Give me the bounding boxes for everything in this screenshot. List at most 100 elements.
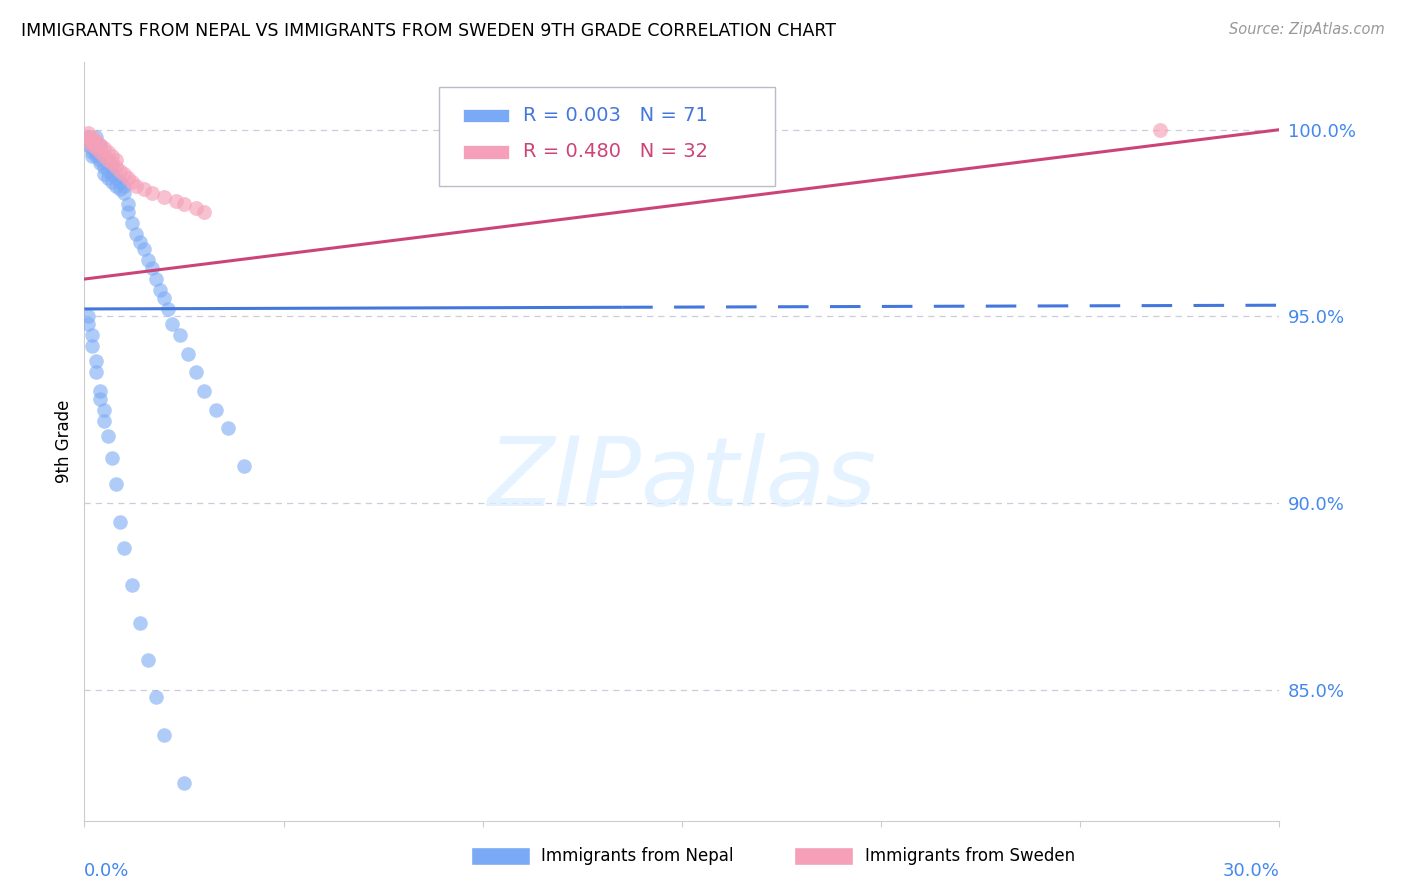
Point [97, 153, 120, 167]
Point [86, 149, 108, 163]
Point [86, 134, 108, 148]
Point [121, 578, 143, 592]
Point [93, 414, 115, 428]
Point [121, 175, 143, 189]
Point [93, 168, 115, 182]
Point [112, 186, 135, 201]
Point [77, 127, 100, 141]
Point [97, 145, 120, 159]
Point [110, 163, 132, 178]
Point [89, 156, 111, 170]
Point [145, 272, 167, 286]
Point [136, 253, 159, 268]
Point [86, 354, 108, 368]
Point [205, 402, 228, 417]
Point [89, 137, 111, 152]
Point [157, 301, 180, 316]
Text: IMMIGRANTS FROM NEPAL VS IMMIGRANTS FROM SWEDEN 9TH GRADE CORRELATION CHART: IMMIGRANTS FROM NEPAL VS IMMIGRANTS FROM… [21, 22, 837, 40]
Point [173, 197, 195, 211]
Point [77, 310, 100, 324]
Text: Immigrants from Sweden: Immigrants from Sweden [865, 847, 1074, 865]
Point [89, 384, 111, 398]
Text: ZIPatlas: ZIPatlas [488, 433, 876, 526]
Point [89, 141, 111, 155]
Point [125, 227, 148, 242]
Point [165, 194, 187, 208]
Point [101, 156, 124, 170]
Point [89, 153, 111, 167]
Point [132, 242, 156, 256]
Point [136, 653, 159, 667]
Point [101, 175, 124, 189]
Point [129, 235, 152, 249]
Point [110, 175, 132, 189]
Point [77, 130, 100, 145]
Point [77, 134, 100, 148]
Text: R = 0.480   N = 32: R = 0.480 N = 32 [523, 143, 709, 161]
Point [110, 515, 132, 529]
Point [86, 366, 108, 380]
Point [86, 130, 108, 145]
Text: R = 0.003   N = 71: R = 0.003 N = 71 [523, 106, 707, 125]
Point [149, 283, 172, 297]
Point [89, 137, 111, 152]
Point [77, 130, 100, 145]
Point [217, 421, 239, 435]
Point [177, 347, 200, 361]
Y-axis label: 9th Grade: 9th Grade [55, 400, 73, 483]
Point [97, 156, 120, 170]
Point [93, 402, 115, 417]
Point [101, 149, 124, 163]
Point [93, 160, 115, 174]
Point [82, 130, 104, 145]
Text: Source: ZipAtlas.com: Source: ZipAtlas.com [1229, 22, 1385, 37]
Point [101, 168, 124, 182]
Point [97, 163, 120, 178]
Point [129, 615, 152, 630]
Text: Immigrants from Nepal: Immigrants from Nepal [541, 847, 734, 865]
Point [82, 134, 104, 148]
Point [153, 728, 176, 742]
Point [77, 137, 100, 152]
Point [82, 137, 104, 152]
Point [97, 171, 120, 186]
Point [89, 145, 111, 159]
Point [110, 182, 132, 196]
Point [112, 178, 135, 193]
Point [101, 160, 124, 174]
FancyBboxPatch shape [439, 87, 775, 186]
Point [193, 204, 215, 219]
Point [112, 541, 135, 555]
Point [141, 186, 163, 201]
Point [89, 392, 111, 406]
FancyBboxPatch shape [463, 145, 509, 159]
FancyBboxPatch shape [463, 109, 509, 122]
Point [141, 260, 163, 275]
Point [117, 204, 139, 219]
Point [184, 366, 207, 380]
Point [153, 291, 176, 305]
Point [232, 458, 254, 473]
Point [193, 384, 215, 398]
Point [145, 690, 167, 705]
Point [82, 141, 104, 155]
Point [160, 317, 183, 331]
Point [86, 141, 108, 155]
Point [93, 149, 115, 163]
Point [82, 134, 104, 148]
Point [1149, 122, 1171, 136]
Point [86, 137, 108, 152]
Point [82, 145, 104, 159]
Point [77, 134, 100, 148]
Text: 30.0%: 30.0% [1223, 863, 1279, 880]
Point [121, 216, 143, 230]
Text: 0.0%: 0.0% [84, 863, 129, 880]
Point [82, 339, 104, 353]
Point [93, 141, 115, 155]
Point [77, 317, 100, 331]
Point [169, 328, 191, 343]
Point [117, 171, 139, 186]
Point [117, 197, 139, 211]
Point [86, 137, 108, 152]
Point [125, 178, 148, 193]
